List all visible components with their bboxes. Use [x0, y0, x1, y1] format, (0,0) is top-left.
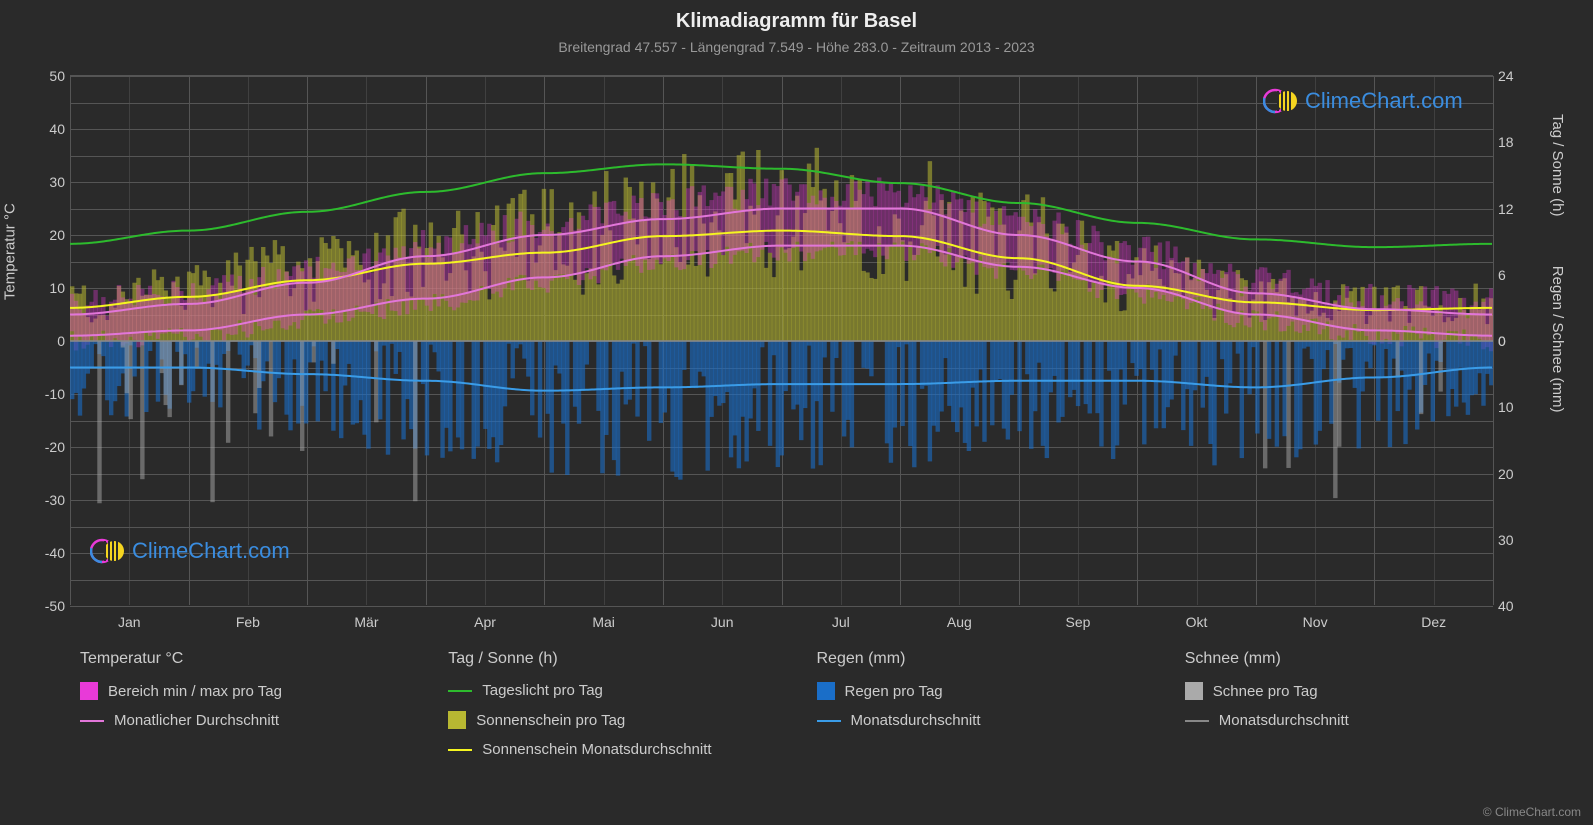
legend-swatch-icon [817, 682, 835, 700]
legend-item: Schnee pro Tag [1185, 682, 1533, 700]
watermark: ClimeChart.com [90, 536, 290, 566]
legend-line-icon [448, 749, 472, 751]
xtick-month: Okt [1186, 614, 1208, 630]
ytick-left: 50 [30, 68, 65, 84]
ytick-left: 30 [30, 174, 65, 190]
ytick-left: -10 [30, 386, 65, 402]
legend-header: Schnee (mm) [1185, 650, 1533, 668]
legend-label: Sonnenschein pro Tag [476, 712, 625, 729]
xtick-month: Mai [592, 614, 615, 630]
xtick-month: Nov [1303, 614, 1328, 630]
legend-line-icon [1185, 720, 1209, 722]
xtick-month: Feb [236, 614, 260, 630]
legend-item: Sonnenschein Monatsdurchschnitt [448, 741, 796, 758]
ytick-left: 0 [30, 333, 65, 349]
y-axis-left-label: Temperatur °C [2, 203, 19, 300]
legend-label: Tageslicht pro Tag [482, 682, 603, 699]
ytick-right-bottom: 0 [1498, 333, 1528, 349]
legend-swatch-icon [1185, 682, 1203, 700]
watermark-text: ClimeChart.com [132, 538, 290, 564]
legend-label: Schnee pro Tag [1213, 683, 1318, 700]
ytick-left: 20 [30, 227, 65, 243]
chart-subtitle: Breitengrad 47.557 - Längengrad 7.549 - … [0, 33, 1593, 55]
legend-header: Tag / Sonne (h) [448, 650, 796, 668]
legend-item: Monatlicher Durchschnitt [80, 712, 428, 729]
legend-label: Regen pro Tag [845, 683, 943, 700]
legend-line-icon [80, 720, 104, 722]
ytick-right-bottom: 30 [1498, 532, 1528, 548]
legend-swatch-icon [448, 711, 466, 729]
legend-item: Monatsdurchschnitt [817, 712, 1165, 729]
ytick-left: -50 [30, 598, 65, 614]
xtick-month: Mär [354, 614, 378, 630]
ytick-right-top: 6 [1498, 267, 1528, 283]
legend-label: Monatsdurchschnitt [851, 712, 981, 729]
grid-h-line [70, 606, 1493, 607]
legend-item: Sonnenschein pro Tag [448, 711, 796, 729]
legend-label: Bereich min / max pro Tag [108, 683, 282, 700]
ytick-left: -30 [30, 492, 65, 508]
plot-canvas: 50403020100-10-20-30-40-5024181260010203… [70, 75, 1493, 605]
xtick-month: Jul [832, 614, 850, 630]
ytick-right-top: 18 [1498, 134, 1528, 150]
ytick-left: 10 [30, 280, 65, 296]
xtick-month: Jan [118, 614, 141, 630]
chart-plot-area: 50403020100-10-20-30-40-5024181260010203… [70, 75, 1493, 605]
legend-line-icon [448, 690, 472, 692]
ytick-left: -40 [30, 545, 65, 561]
legend-header: Regen (mm) [817, 650, 1165, 668]
legend-item: Tageslicht pro Tag [448, 682, 796, 699]
y-axis-right-top-label: Tag / Sonne (h) [1550, 113, 1567, 216]
xtick-month: Dez [1421, 614, 1446, 630]
climate-chart-container: Klimadiagramm für Basel Breitengrad 47.5… [0, 0, 1593, 825]
legend-column: Tag / Sonne (h) Tageslicht pro Tag Sonnens… [448, 650, 796, 770]
ytick-right-bottom: 40 [1498, 598, 1528, 614]
y-axis-right-bottom-label: Regen / Schnee (mm) [1550, 265, 1567, 412]
xtick-month: Aug [947, 614, 972, 630]
chart-svg [70, 76, 1493, 606]
ytick-right-top: 12 [1498, 201, 1528, 217]
legend-label: Sonnenschein Monatsdurchschnitt [482, 741, 711, 758]
grid-v-line [1493, 76, 1494, 605]
legend-label: Monatlicher Durchschnitt [114, 712, 279, 729]
legend-item: Bereich min / max pro Tag [80, 682, 428, 700]
xtick-month: Apr [474, 614, 496, 630]
watermark-text: ClimeChart.com [1305, 88, 1463, 114]
ytick-right-top: 24 [1498, 68, 1528, 84]
legend-item: Regen pro Tag [817, 682, 1165, 700]
xtick-month: Jun [711, 614, 734, 630]
legend-column: Temperatur °C Bereich min / max pro Tag Mo… [80, 650, 428, 770]
legend-column: Regen (mm) Regen pro Tag Monatsdurchschnit… [817, 650, 1165, 770]
legend-column: Schnee (mm) Schnee pro Tag Monatsdurchschn… [1185, 650, 1533, 770]
ytick-left: -20 [30, 439, 65, 455]
chart-title: Klimadiagramm für Basel [0, 0, 1593, 33]
legend-label: Monatsdurchschnitt [1219, 712, 1349, 729]
ytick-right-bottom: 10 [1498, 399, 1528, 415]
legend-header: Temperatur °C [80, 650, 428, 668]
legend-item: Monatsdurchschnitt [1185, 712, 1533, 729]
watermark: ClimeChart.com [1263, 86, 1463, 116]
ytick-right-bottom: 20 [1498, 466, 1528, 482]
legend-area: Temperatur °C Bereich min / max pro Tag Mo… [80, 650, 1533, 770]
ytick-left: 40 [30, 121, 65, 137]
legend-line-icon [817, 720, 841, 722]
xtick-month: Sep [1065, 614, 1090, 630]
legend-swatch-icon [80, 682, 98, 700]
copyright-text: © ClimeChart.com [1483, 805, 1581, 819]
